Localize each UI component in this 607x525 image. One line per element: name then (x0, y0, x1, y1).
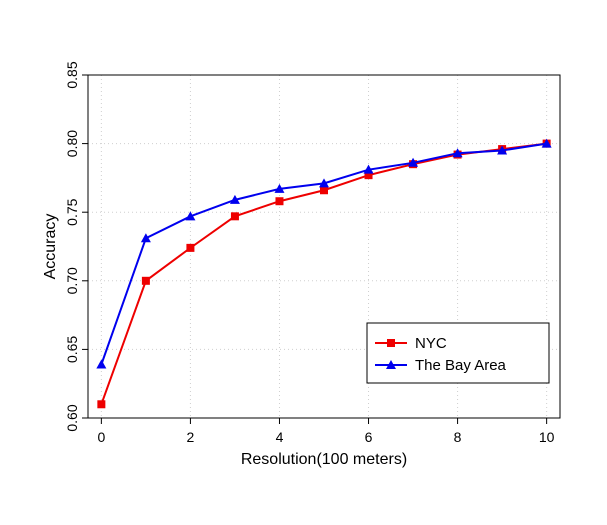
square-marker (364, 171, 373, 180)
x-tick-label: 10 (539, 429, 555, 445)
x-tick-label: 0 (97, 429, 105, 445)
y-axis: 0.60 0.65 0.70 0.75 0.80 0.85 (64, 61, 88, 432)
square-marker (141, 276, 150, 285)
triangle-marker (452, 148, 463, 158)
square-marker (97, 400, 106, 409)
square-marker (230, 212, 239, 221)
y-tick-label: 0.60 (64, 404, 80, 431)
legend-box (366, 322, 550, 384)
square-marker (275, 197, 284, 206)
triangle-marker (541, 138, 552, 148)
y-tick-label: 0.85 (64, 61, 80, 88)
legend-label: NYC (415, 335, 447, 352)
triangle-marker (319, 178, 329, 188)
x-tick-label: 6 (365, 429, 373, 445)
x-tick-label: 4 (276, 429, 284, 445)
y-axis-label: Accuracy (42, 214, 59, 280)
x-axis-label: Resolution(100 meters) (241, 451, 407, 468)
x-tick-label: 2 (187, 429, 195, 445)
square-marker (320, 186, 328, 195)
square-marker (186, 243, 195, 252)
legend: NYC The Bay Area (366, 322, 550, 384)
y-tick-label: 0.75 (64, 198, 80, 225)
y-tick-label: 0.70 (64, 267, 80, 294)
series-the-bay-area (96, 138, 552, 369)
x-tick-label: 8 (454, 429, 462, 445)
triangle-marker (408, 157, 419, 167)
triangle-marker (140, 233, 151, 243)
triangle-marker (497, 145, 508, 155)
series-layer (96, 138, 552, 409)
legend-item: NYC (375, 335, 447, 352)
triangle-marker (274, 183, 285, 193)
triangle-marker (386, 360, 396, 369)
triangle-marker (229, 194, 240, 204)
square-marker (387, 339, 395, 347)
legend-label: The Bay Area (415, 357, 507, 374)
legend-item: The Bay Area (375, 357, 507, 374)
y-tick-label: 0.65 (64, 336, 80, 363)
triangle-marker (185, 211, 196, 221)
plot-frame (87, 74, 561, 419)
triangle-marker (363, 164, 374, 174)
x-axis: 0 2 4 6 8 10 (97, 418, 555, 445)
triangle-marker (96, 359, 107, 369)
y-tick-label: 0.80 (64, 130, 80, 157)
